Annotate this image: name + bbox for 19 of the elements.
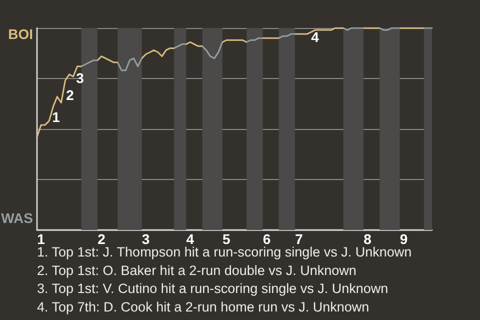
- x-tick-label: 2: [98, 231, 106, 247]
- text: 2. Top 1st: O. Baker hit a 2-run double vs J. Unknown: [37, 262, 356, 278]
- text: 4. Top 7th: D. Cook hit a 2-run home run vs J. Unknown: [37, 299, 370, 314]
- text: 1. Top 1st: J. Thompson hit a run-scoring single vs J. Unknown: [37, 244, 412, 260]
- text: BOI: [8, 26, 33, 42]
- annotation: 4: [311, 29, 320, 45]
- x-tick-label: 4: [186, 231, 194, 247]
- annotation: 2: [66, 87, 74, 103]
- x-tick-label: 1: [37, 231, 46, 247]
- x-tick-label: 6: [262, 231, 271, 247]
- annotation: 3: [76, 70, 84, 86]
- text: 3. Top 1st: V. Cutino hit a run-scoring single vs J. Unknown: [37, 281, 388, 296]
- x-tick-label: 3: [142, 231, 150, 247]
- x-tick-label: 5: [222, 231, 231, 247]
- x-tick-label: 9: [400, 231, 408, 247]
- x-tick-label: 8: [364, 231, 372, 247]
- x-tick-label: 7: [295, 231, 304, 247]
- annotation: 1: [52, 109, 60, 125]
- text: WAS: [1, 210, 33, 226]
